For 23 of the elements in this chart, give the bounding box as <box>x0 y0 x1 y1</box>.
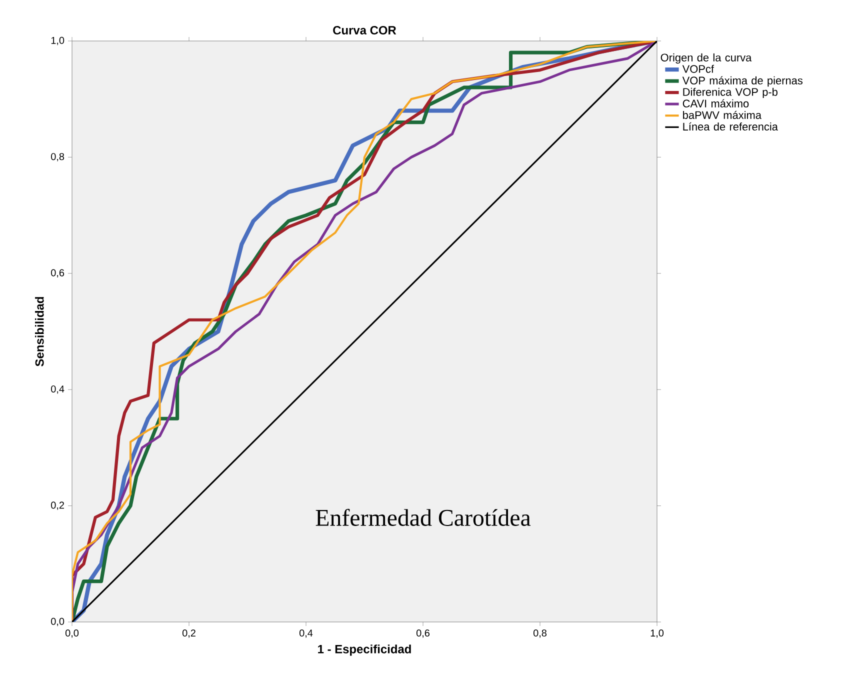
x-tick-label: 0,6 <box>416 630 430 638</box>
legend-label: VOP máxima de piernas <box>682 76 802 87</box>
y-axis-title: Sensibilidad <box>35 297 44 366</box>
x-tick-label: 0,2 <box>182 630 196 638</box>
y-tick-label: 0,2 <box>51 502 64 510</box>
x-tick-label: 0,8 <box>533 630 547 638</box>
legend-label: CAVI máximo <box>682 99 749 108</box>
legend-label: Línea de referencia <box>683 122 778 131</box>
x-tick-label: 1,0 <box>650 630 664 638</box>
y-tick-label: 0,4 <box>51 385 64 394</box>
y-tick-label: 0,8 <box>51 153 64 162</box>
chart-title: Curva COR <box>333 26 396 34</box>
legend-label: VOPcf <box>682 64 714 73</box>
y-tick-label: 1,0 <box>51 36 64 46</box>
x-axis-title: 1 - Especificidad <box>318 644 411 656</box>
annotation: Enfermedad Carotídea <box>316 508 531 526</box>
x-tick-label: 0,0 <box>65 630 79 638</box>
legend-title: Origen de la curva <box>660 53 752 64</box>
y-tick-label: 0,0 <box>51 618 64 626</box>
y-tick-label: 0,6 <box>51 269 64 278</box>
x-tick-label: 0,4 <box>299 630 313 638</box>
legend-label: Diferenica VOP p-b <box>683 88 778 98</box>
legend-label: baPWV máxima <box>683 110 762 119</box>
